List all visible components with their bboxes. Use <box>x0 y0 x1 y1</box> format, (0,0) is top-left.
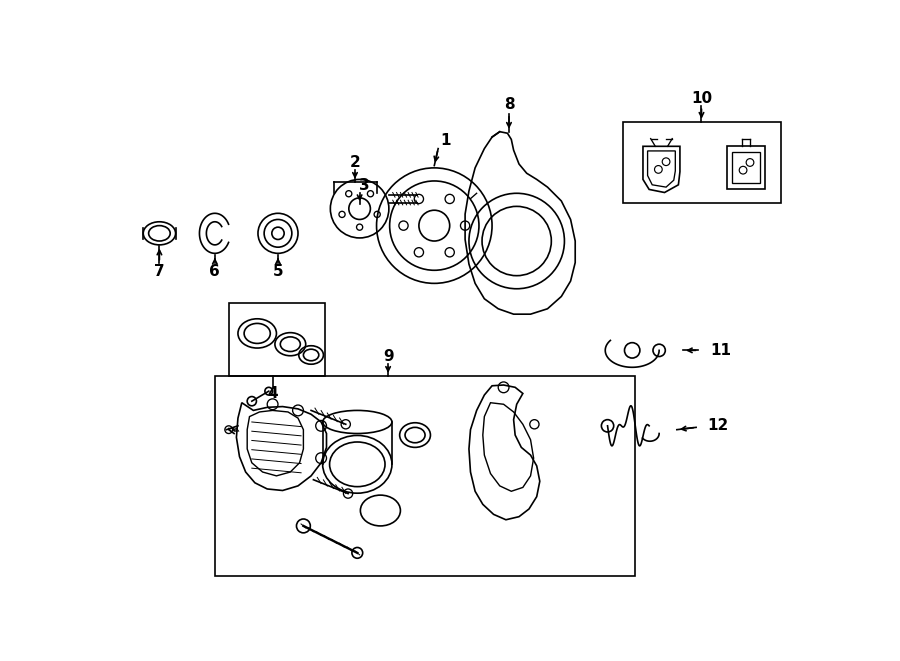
Text: 1: 1 <box>441 134 451 149</box>
Text: 7: 7 <box>154 264 165 280</box>
Text: 4: 4 <box>267 386 278 401</box>
Text: 8: 8 <box>504 97 514 112</box>
Bar <box>229 303 325 375</box>
Text: 3: 3 <box>359 178 370 193</box>
Text: 6: 6 <box>210 264 220 280</box>
Text: 2: 2 <box>349 155 360 170</box>
Text: 12: 12 <box>707 418 729 434</box>
Text: 5: 5 <box>273 264 284 280</box>
Bar <box>623 122 781 202</box>
Text: 11: 11 <box>710 343 731 358</box>
Text: 10: 10 <box>691 91 712 106</box>
Bar <box>215 375 634 576</box>
Text: 9: 9 <box>382 349 393 364</box>
